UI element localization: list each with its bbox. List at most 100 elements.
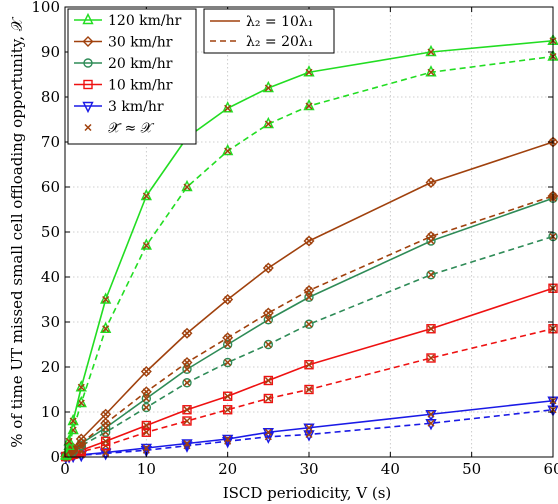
data-point	[303, 235, 315, 247]
approx-point-stroke	[142, 403, 150, 412]
y-tick-label: 70	[41, 133, 60, 151]
approx-point	[305, 286, 313, 295]
approx-point	[142, 192, 150, 200]
approx-point	[427, 178, 435, 187]
approx-point-stroke	[142, 428, 150, 436]
approx-point	[427, 419, 435, 427]
y-tick-label: 30	[41, 313, 60, 331]
approx-point	[224, 295, 232, 304]
approx-point-stroke	[183, 358, 191, 367]
data-point	[100, 292, 112, 304]
legend-label: 120 km/hr	[108, 13, 182, 29]
approx-point-stroke	[224, 406, 232, 414]
legend-label: 3 km/hr	[108, 99, 164, 115]
legend-marker	[84, 123, 92, 132]
data-point	[303, 98, 315, 111]
approx-point	[224, 334, 232, 342]
approx-point-stroke	[224, 334, 232, 342]
approx-point-stroke	[264, 264, 272, 272]
approx-point-stroke	[183, 379, 191, 387]
approx-point	[102, 419, 110, 427]
approx-point-stroke	[264, 309, 272, 317]
data-point	[181, 179, 193, 192]
approx-point-stroke	[102, 448, 110, 457]
approx-point-stroke	[305, 320, 313, 328]
data-point	[141, 427, 152, 437]
approx-point	[183, 379, 191, 387]
approx-point-stroke	[65, 437, 73, 445]
approx-point-stroke	[183, 183, 191, 191]
legend-entry: 20 km/hr	[74, 56, 173, 72]
approx-point-stroke	[224, 340, 232, 349]
approx-point	[264, 120, 272, 128]
approx-point-stroke	[102, 295, 110, 304]
approx-point-stroke	[224, 147, 232, 155]
data-point	[425, 44, 437, 57]
approx-point	[264, 84, 272, 92]
approx-point	[224, 358, 232, 367]
approx-point	[69, 417, 77, 425]
approx-point	[77, 399, 85, 407]
approx-point-stroke	[427, 178, 435, 187]
legend-densities-box	[203, 8, 335, 54]
approx-point	[305, 68, 313, 76]
data-point	[222, 357, 233, 368]
approx-point	[427, 271, 435, 279]
data-point	[140, 366, 152, 377]
series-line	[65, 327, 554, 458]
data-point	[141, 420, 152, 431]
data-point	[222, 339, 233, 350]
data-point	[262, 116, 274, 129]
data-point	[100, 436, 111, 446]
approx-point-stroke	[305, 293, 313, 301]
data-point	[425, 231, 437, 242]
data-point	[304, 292, 314, 302]
approx-point-stroke	[183, 329, 191, 337]
approx-point	[142, 394, 150, 403]
approx-point-stroke	[305, 424, 313, 432]
approx-point-stroke	[427, 419, 435, 427]
approx-point	[427, 68, 435, 76]
legend-speeds: 120 km/hr 30 km/hr 20 km/hr 10 km/hr 3 km/hr…	[67, 8, 197, 145]
data-point	[304, 384, 314, 395]
data-point	[303, 285, 315, 296]
approx-point	[427, 325, 435, 333]
approx-point-stroke	[142, 367, 150, 376]
data-point	[425, 65, 437, 77]
approx-point-stroke	[102, 325, 110, 333]
approx-point	[305, 361, 313, 369]
y-tick-label: 20	[41, 358, 60, 376]
x-tick-label: 30	[299, 460, 318, 478]
approx-point-stroke	[305, 361, 313, 369]
approx-point	[427, 410, 435, 418]
legend-label: λ₂ = 20λ₁	[246, 34, 313, 50]
data-point	[426, 270, 436, 280]
approx-point	[183, 417, 191, 425]
approx-point-stroke	[77, 435, 85, 443]
approx-point	[183, 365, 191, 373]
approx-point-stroke	[183, 365, 191, 373]
approx-point	[224, 392, 232, 400]
legend-marker	[82, 36, 94, 47]
approx-point	[224, 340, 232, 349]
data-point	[426, 353, 436, 363]
approx-point	[142, 444, 150, 452]
approx-point	[427, 232, 435, 241]
x-tick-label: 50	[462, 460, 481, 478]
series-line	[65, 408, 554, 458]
approx-point-stroke	[427, 271, 435, 279]
legend-label: λ₂ = 10λ₁	[246, 14, 313, 30]
approx-point	[305, 102, 313, 110]
approx-point-stroke	[69, 417, 77, 425]
approx-point	[142, 403, 150, 412]
approx-point	[224, 104, 232, 112]
tick-labels: 0 10 20 30 40 50 60 0 10 20 30 40 50 60 70 80 90 100	[31, 0, 558, 478]
legend-marker	[82, 12, 94, 25]
approx-point-stroke	[264, 340, 272, 349]
legend-speeds-box	[67, 8, 197, 145]
data-point	[425, 177, 437, 188]
approx-point	[142, 388, 150, 396]
data-point	[222, 294, 234, 305]
data-point	[75, 433, 87, 445]
